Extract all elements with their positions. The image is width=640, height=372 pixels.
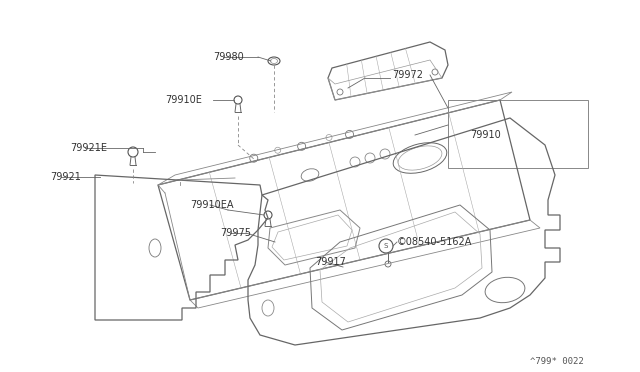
Bar (448, 100, 588, 168)
Text: 79917: 79917 (315, 257, 346, 267)
Text: ^799* 0022: ^799* 0022 (530, 357, 584, 366)
Text: 79910: 79910 (470, 130, 500, 140)
Text: 79921E: 79921E (70, 143, 107, 153)
Text: 79980: 79980 (213, 52, 244, 62)
Text: 79975: 79975 (220, 228, 251, 238)
Text: S: S (384, 243, 388, 249)
Text: 79910E: 79910E (165, 95, 202, 105)
Text: 79921: 79921 (50, 172, 81, 182)
Text: ©08540-5162A: ©08540-5162A (397, 237, 472, 247)
Text: 79910EA: 79910EA (190, 200, 234, 210)
Text: 79972: 79972 (392, 70, 423, 80)
